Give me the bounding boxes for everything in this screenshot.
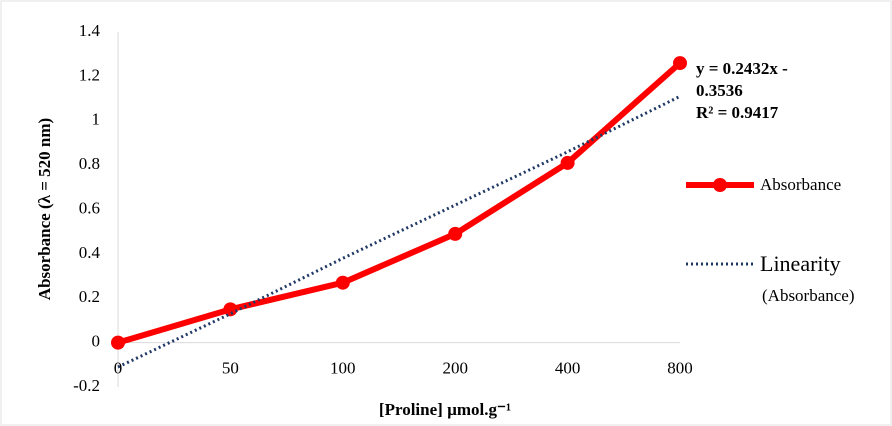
legend-label: Absorbance [760, 175, 841, 194]
data-point [448, 226, 463, 241]
x-tick-label: 800 [667, 359, 693, 378]
data-point [223, 302, 238, 317]
data-point [111, 335, 125, 350]
y-tick-label: 0 [92, 332, 101, 351]
y-tick-label: 0.8 [79, 154, 100, 173]
y-tick-label: 1 [92, 110, 101, 129]
x-tick-label: 400 [555, 359, 581, 378]
data-point [673, 56, 687, 71]
series-line [117, 60, 682, 346]
x-tick-label: 100 [330, 359, 356, 378]
data-point [560, 155, 575, 170]
x-tick-label: 50 [222, 359, 239, 378]
y-axis-title: Absorbance (λ = 520 nm) [35, 118, 54, 300]
x-tick-label: 200 [442, 359, 468, 378]
legend-marker [713, 178, 727, 192]
y-tick-label: 1.2 [79, 65, 100, 84]
trendline-equation: R² = 0.9417 [696, 103, 779, 122]
trendline-equation: 0.3536 [696, 81, 743, 100]
y-tick-label: 0.4 [79, 243, 101, 262]
y-tick-label: 0.2 [79, 287, 100, 306]
x-axis-title: [Proline] µmol.g⁻¹ [379, 400, 511, 419]
y-tick-label: 1.4 [79, 21, 101, 40]
data-point [335, 275, 350, 290]
trendline-equation: y = 0.2432x - [696, 59, 788, 78]
y-tick-label: -0.2 [73, 376, 100, 395]
legend-label-note: (Absorbance) [762, 286, 855, 305]
y-tick-label: 0.6 [79, 198, 100, 217]
x-tick-label: 0 [114, 359, 123, 378]
trend-line [117, 94, 681, 369]
legend-label: Linearity [760, 251, 841, 276]
